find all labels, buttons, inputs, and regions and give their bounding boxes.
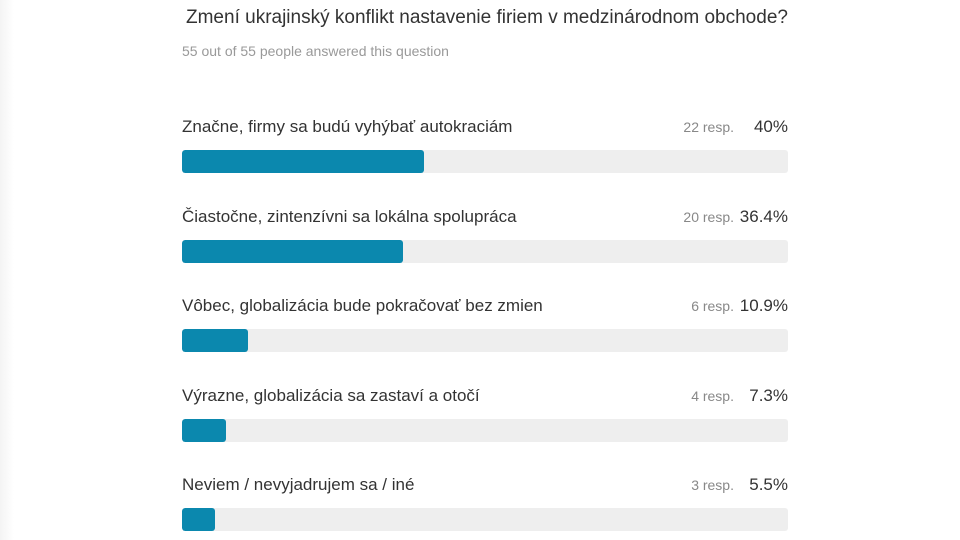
option-label: Neviem / nevyjadrujem sa / iné bbox=[182, 475, 415, 494]
option-response-count: 4 resp. bbox=[691, 387, 734, 404]
option-label: Značne, firmy sa budú vyhýbať autokraciá… bbox=[182, 117, 513, 136]
bar-fill bbox=[182, 150, 424, 173]
answered-count: 55 out of 55 people answered this questi… bbox=[182, 43, 449, 59]
option-label: Výrazne, globalizácia sa zastaví a otočí bbox=[182, 385, 480, 405]
option-response-count: 3 resp. bbox=[691, 477, 734, 493]
option-percentage: 7.3% bbox=[749, 385, 788, 405]
bar-fill bbox=[182, 329, 248, 352]
bar-fill bbox=[182, 508, 215, 531]
left-edge-shade bbox=[0, 0, 14, 540]
option-percentage: 5.5% bbox=[749, 475, 788, 494]
bar-track bbox=[182, 150, 788, 173]
bar-track bbox=[182, 239, 788, 263]
option-response-count: 6 resp. bbox=[691, 298, 734, 314]
option-percentage: 36.4% bbox=[739, 206, 788, 226]
option-response-count: 22 resp. bbox=[683, 119, 734, 135]
poll-option: Neviem / nevyjadrujem sa / iné 3 resp. 5.5… bbox=[182, 475, 788, 535]
poll-option: Vôbec, globalizácia bude pokračovať bez … bbox=[182, 296, 788, 356]
option-label: Čiastočne, zintenzívni sa lokálna spolup… bbox=[182, 206, 517, 226]
bar-track bbox=[182, 508, 788, 531]
bar-fill bbox=[182, 418, 226, 442]
option-percentage: 40% bbox=[753, 117, 788, 136]
poll-question: Zmení ukrajinský konflikt nastavenie fir… bbox=[186, 7, 788, 28]
bar-track bbox=[182, 329, 788, 352]
bar-track bbox=[182, 418, 788, 442]
option-response-count: 20 resp. bbox=[683, 208, 734, 225]
poll-option: Čiastočne, zintenzívni sa lokálna spolup… bbox=[182, 207, 788, 267]
bar-fill bbox=[182, 239, 403, 263]
poll-option: Výrazne, globalizácia sa zastaví a otočí… bbox=[182, 386, 788, 446]
option-label: Vôbec, globalizácia bude pokračovať bez … bbox=[182, 296, 543, 315]
option-percentage: 10.9% bbox=[739, 296, 788, 315]
poll-option: Značne, firmy sa budú vyhýbať autokraciá… bbox=[182, 117, 788, 177]
